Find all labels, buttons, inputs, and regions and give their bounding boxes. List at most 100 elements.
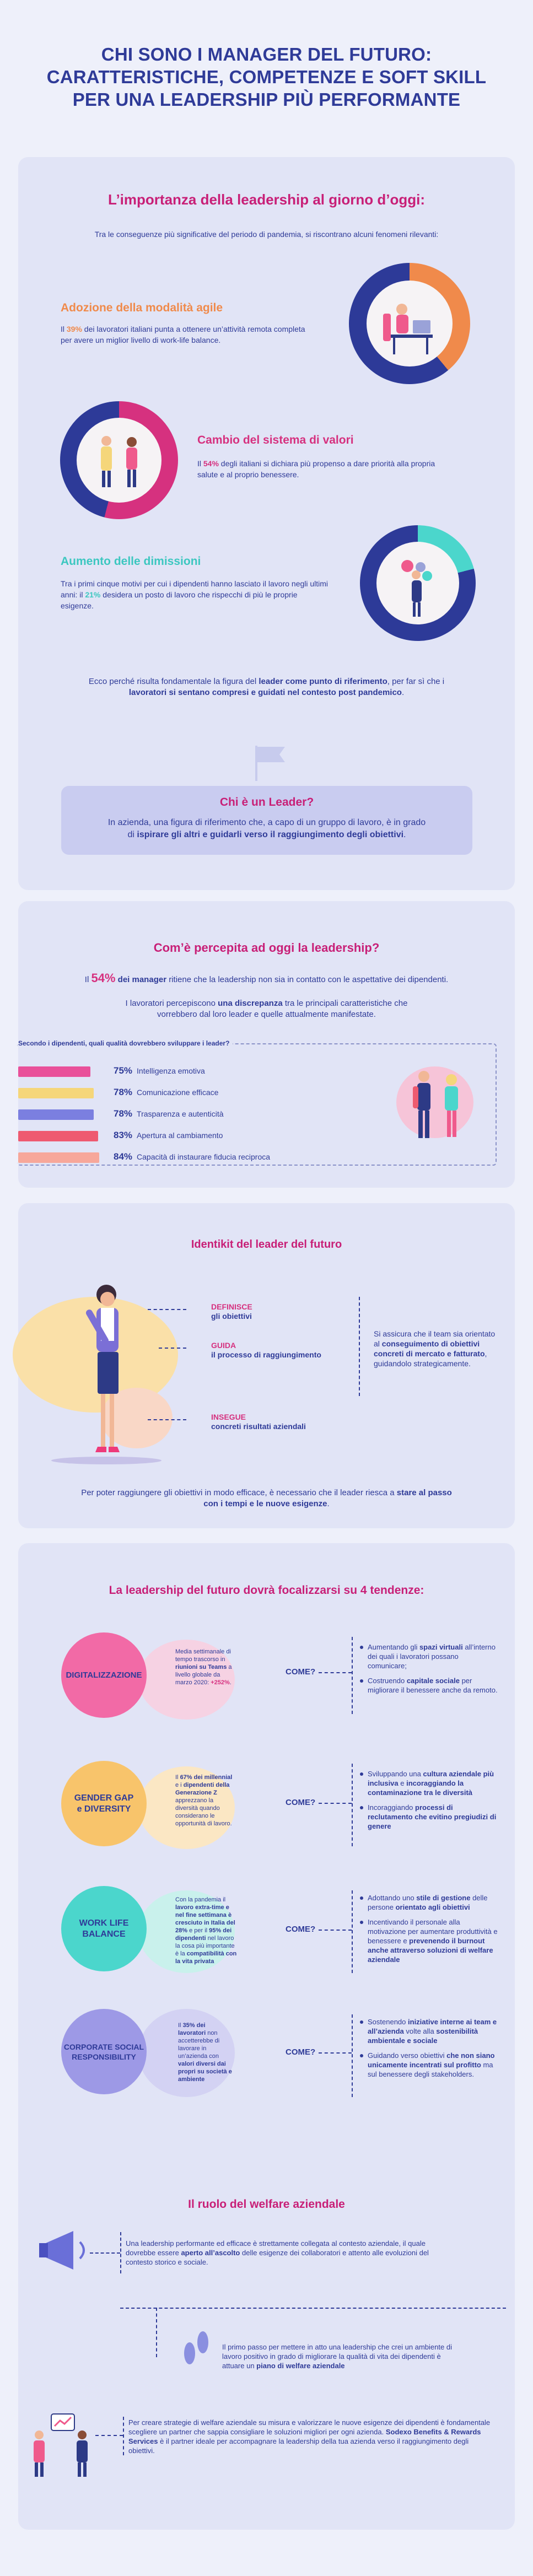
- resignations-text: Tra i primi cinque motivi per cui i dipe…: [61, 579, 329, 610]
- trend-2-action-2: Incoraggiando processi di reclutamento c…: [360, 1803, 498, 1831]
- leader-text: In azienda, una figura di riferimento ch…: [107, 818, 426, 839]
- trend-3-action-1: Adottando uno stile di gestione delle pe…: [360, 1893, 498, 1912]
- connector-line-3: [148, 1419, 186, 1420]
- leader-illustration: [86, 1285, 120, 1452]
- trend-2-blob: [138, 1766, 235, 1849]
- remote-worker-illustration: [383, 304, 433, 354]
- trend-3-divider: [352, 1890, 353, 1973]
- bar-label-3: 78% Trasparenza e autenticità: [114, 1108, 224, 1119]
- trend-3-actions: Adottando uno stile di gestione delle pe…: [360, 1893, 498, 1970]
- welfare-text-1: Una leadership performante ed efficace è…: [126, 2239, 429, 2266]
- trend-work-life-balance: WORK LIFE BALANCE: [61, 1886, 147, 1971]
- trend-1-come: COME?: [286, 1667, 316, 1677]
- divider-line: [359, 1297, 360, 1396]
- trend-3-action-2: Incentivando il personale alla motivazio…: [360, 1917, 498, 1964]
- trend-4-action-1: Sostenendo iniziative interne ai team e …: [360, 2017, 498, 2045]
- agile-donut-chart: [349, 263, 470, 384]
- connector-line-1: [148, 1309, 186, 1310]
- trend-2-actions: Sviluppando una cultura aziendale più in…: [360, 1769, 498, 1836]
- chart-caption: Secondo i dipendenti, quali qualità dovr…: [18, 1039, 233, 1048]
- bar-category-3: Trasparenza e autenticità: [137, 1109, 224, 1118]
- resignations-donut-chart: [360, 525, 476, 641]
- trend-1-stat: Media settimanale di tempo trascorso in …: [175, 1648, 232, 1686]
- title-line-3: PER UNA LEADERSHIP PIÙ PERFORMANTE: [72, 89, 461, 110]
- trend-1-action-2: Costruendo capitale sociale per migliora…: [360, 1676, 498, 1695]
- welfare-connector-3: [95, 2435, 123, 2436]
- megaphone-icon: [39, 2231, 85, 2270]
- people-blob: [396, 1066, 473, 1138]
- identikit-side-text: Si assicura che il team sia orientato al…: [374, 1329, 496, 1368]
- chart-frame: [17, 1043, 497, 1166]
- footsteps-icon: [184, 2331, 208, 2364]
- bar-value-4: 83%: [114, 1130, 133, 1140]
- trend-3-stat: Con la pandemia il lavoro extra-time e n…: [175, 1896, 237, 1965]
- trend-1-action-1: Aumentando gli spazi virtuali all’intern…: [360, 1642, 498, 1670]
- trend-1-divider: [352, 1637, 353, 1714]
- values-donut-chart: [60, 401, 178, 519]
- trend-2-stat: Il 67% dei millennial e i dipendenti del…: [175, 1774, 233, 1827]
- leader-shadow: [51, 1457, 161, 1464]
- trend-1-blob: [138, 1640, 235, 1720]
- bar-label-4: 83% Apertura al cambiamento: [114, 1130, 223, 1141]
- section-title: Com’è percepita ad oggi la leadership?: [153, 941, 380, 955]
- perception-text: I lavoratori percepiscono una discrepanz…: [125, 999, 408, 1019]
- welfare-connector-1: [90, 2252, 120, 2254]
- bar-category-2: Comunicazione efficace: [137, 1088, 219, 1097]
- section-perception: Com’è percepita ad oggi la leadership? I…: [17, 901, 515, 1188]
- trend-4-actions: Sostenendo iniziative interne ai team e …: [360, 2017, 498, 2084]
- trend-digitalization: DIGITALIZZAZIONE: [61, 1632, 147, 1718]
- bar-category-1: Intelligenza emotiva: [137, 1066, 205, 1075]
- bar-4: [18, 1131, 98, 1141]
- bar-value-5: 84%: [114, 1151, 133, 1162]
- resignation-illustration: [401, 560, 432, 617]
- connector-line-2: [159, 1348, 186, 1349]
- trend-3-blob: [138, 1890, 235, 1973]
- welfare-divider-2: [156, 2308, 157, 2357]
- section-title: La leadership del futuro dovrà focalizza…: [109, 1584, 424, 1597]
- bar-label-1: 75% Intelligenza emotiva: [114, 1065, 205, 1076]
- bar-5: [18, 1152, 99, 1163]
- perception-stat: Il 54% dei manager ritiene che la leader…: [84, 971, 449, 985]
- title-line-2: CARATTERISTICHE, COMPETENZE E SOFT SKILL: [46, 67, 487, 87]
- bar-label-5: 84% Capacità di instaurare fiducia recipr…: [114, 1151, 270, 1162]
- welfare-connector-2: [120, 2308, 506, 2309]
- bar-value-2: 78%: [114, 1087, 133, 1097]
- section-importance: L’importanza della leadership al giorno …: [18, 157, 515, 890]
- bar-value-3: 78%: [114, 1108, 133, 1119]
- team-illustration: [34, 2413, 88, 2477]
- trend-4-action-2: Guidando verso obiettivi che non siano u…: [360, 2051, 498, 2079]
- welfare-divider-1: [120, 2232, 121, 2273]
- trend-gender-gap: GENDER GAP e DIVERSITY: [61, 1761, 147, 1846]
- conclusion-text: Ecco perché risulta fondamentale la figu…: [88, 677, 445, 697]
- identikit-guide: GUIDA il processo di raggiungimento: [211, 1341, 321, 1359]
- trend-1-connector: [319, 1672, 352, 1673]
- meeting-illustration: [413, 1071, 458, 1138]
- welfare-text-3: Per creare strategie di welfare aziendal…: [128, 2418, 491, 2455]
- welfare-divider-3: [123, 2417, 124, 2455]
- leader-definition-box: Chi è un Leader? In azienda, una figura …: [61, 786, 472, 855]
- intro-text: Tra le conseguenze più significative del…: [94, 230, 439, 239]
- resignations-title: Aumento delle dimissioni: [61, 555, 201, 568]
- bar-3: [18, 1109, 94, 1120]
- trend-4-connector: [319, 2052, 352, 2054]
- section-title: Identikit del leader del futuro: [191, 1238, 342, 1251]
- page-title: CHI SONO I MANAGER DEL FUTURO: CARATTERI…: [0, 43, 533, 111]
- trend-1-actions: Aumentando gli spazi virtuali all’intern…: [360, 1642, 498, 1700]
- welfare-text-2: Il primo passo per mettere in atto una l…: [222, 2343, 452, 2370]
- section-title: L’importanza della leadership al giorno …: [108, 191, 425, 208]
- values-text: Il 54% degli italiani si dichiara più pr…: [197, 459, 435, 479]
- trend-2-divider: [352, 1764, 353, 1846]
- section-identikit: Identikit del leader del futuro DEFINISC…: [13, 1203, 515, 1528]
- section-trends: La leadership del futuro dovrà focalizza…: [18, 1543, 515, 2530]
- trend-4-blob: [138, 2009, 235, 2097]
- bar-category-4: Apertura al cambiamento: [137, 1131, 223, 1140]
- title-line-1: CHI SONO I MANAGER DEL FUTURO:: [101, 44, 432, 64]
- identikit-pursue: INSEGUE concreti risultati aziendali: [211, 1413, 306, 1431]
- values-title: Cambio del sistema di valori: [197, 434, 354, 446]
- welfare-title: Il ruolo del welfare aziendale: [188, 2198, 345, 2211]
- trend-corporate-social-responsibility: CORPORATE SOCIAL RESPONSIBILITY: [61, 2009, 147, 2094]
- trend-2-connector: [319, 1803, 352, 1804]
- agile-text: Il 39% dei lavoratori italiani punta a o…: [61, 325, 305, 344]
- identikit-bottom-text: Per poter raggiungere gli obiettivi in m…: [81, 1488, 452, 1508]
- leader-title: Chi è un Leader?: [219, 796, 314, 809]
